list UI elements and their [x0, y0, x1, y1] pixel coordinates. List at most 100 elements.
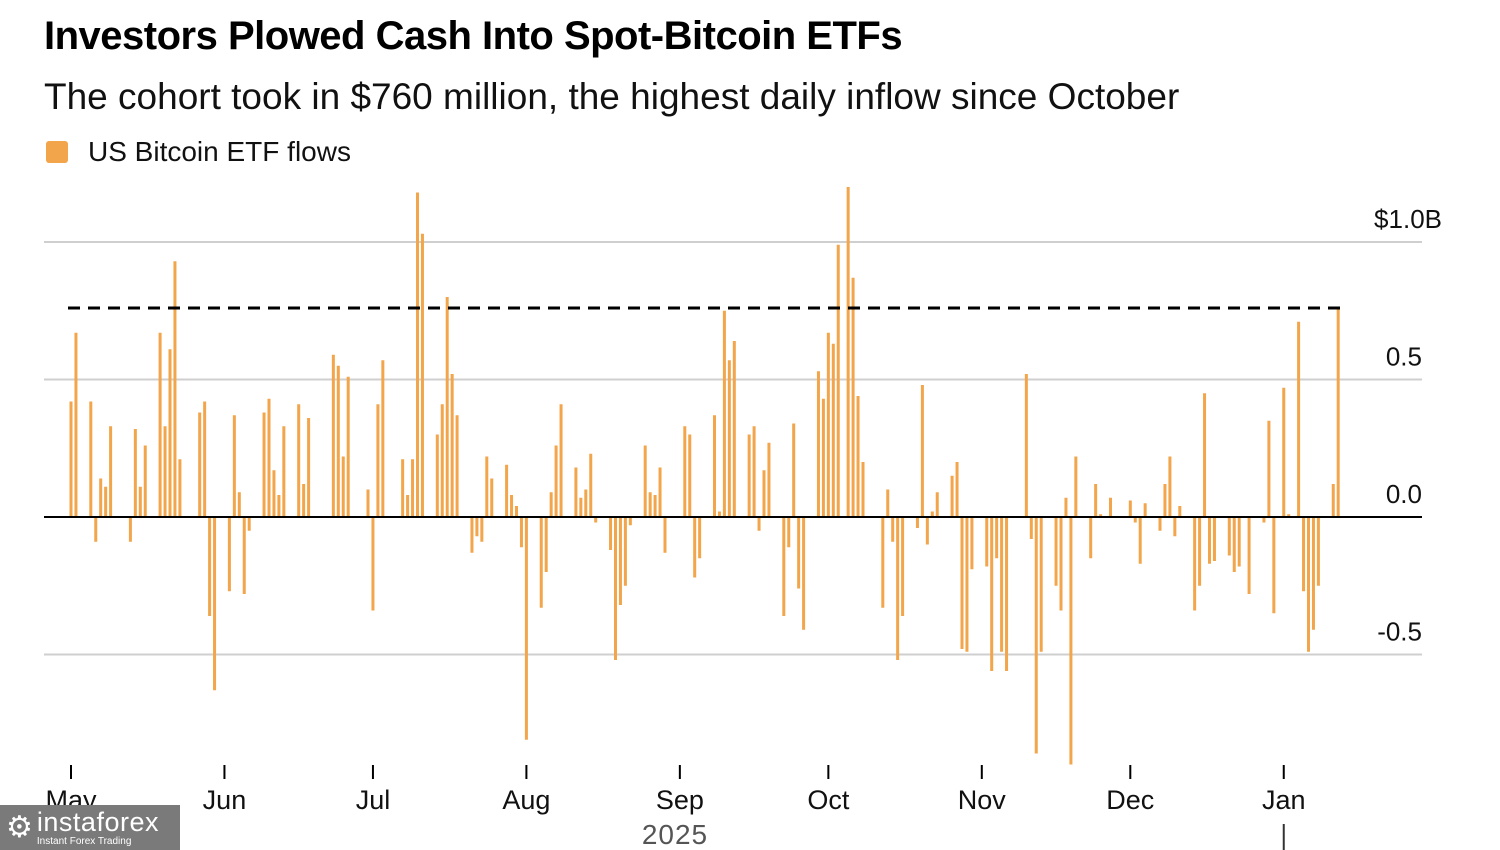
bar [1173, 517, 1177, 537]
bar [574, 467, 578, 517]
bar [1024, 374, 1028, 517]
bar [163, 426, 167, 517]
watermark: ⚙ instaforex Instant Forex Trading [0, 805, 180, 850]
bar [302, 484, 306, 517]
bar [440, 404, 444, 517]
bar [787, 517, 791, 548]
bar [138, 486, 142, 517]
bar [896, 517, 900, 660]
legend: US Bitcoin ETF flows [46, 136, 351, 168]
bar [505, 464, 509, 517]
bar [792, 423, 796, 517]
bar [480, 517, 484, 542]
y-tick-label: $1.0B [1374, 204, 1442, 234]
bar [1282, 387, 1286, 517]
bar [262, 412, 266, 517]
bar [227, 517, 231, 592]
bar [341, 456, 345, 517]
bar [1143, 503, 1147, 517]
bar [1064, 497, 1068, 517]
bar [970, 517, 974, 570]
bar [995, 517, 999, 559]
bar [955, 462, 959, 517]
bar [1198, 517, 1202, 586]
bar [178, 459, 182, 517]
bar [1237, 517, 1241, 567]
bar [802, 517, 806, 630]
bar [544, 517, 548, 572]
bar [539, 517, 543, 608]
bar [732, 341, 736, 517]
bar [1287, 514, 1291, 517]
bar [618, 517, 622, 605]
bar [109, 426, 113, 517]
bar [990, 517, 994, 671]
bar [960, 517, 964, 649]
bar [549, 492, 553, 517]
bar [1297, 321, 1301, 517]
bar [1178, 506, 1182, 517]
bar [475, 517, 479, 537]
bar [797, 517, 801, 589]
bar [886, 489, 890, 517]
bar [1272, 517, 1276, 614]
bar [762, 470, 766, 517]
bar [1109, 497, 1112, 517]
bar [282, 426, 286, 517]
bar [935, 492, 939, 517]
bar [381, 360, 385, 517]
bar [406, 495, 410, 517]
bar [623, 517, 627, 586]
bar [1054, 517, 1058, 586]
bar [915, 517, 919, 528]
bar [490, 478, 494, 517]
watermark-tagline: Instant Forex Trading [36, 835, 132, 847]
bar [1069, 517, 1073, 765]
bar [1034, 517, 1038, 754]
bar [99, 478, 103, 517]
bar [881, 517, 885, 608]
legend-swatch [46, 141, 68, 163]
bar [297, 404, 301, 517]
bar [208, 517, 212, 616]
bar [376, 404, 380, 517]
bar [104, 486, 108, 517]
bar [698, 517, 702, 559]
legend-label: US Bitcoin ETF flows [88, 136, 351, 167]
bar [277, 495, 281, 517]
bar [74, 332, 78, 517]
bar [856, 396, 860, 517]
bar [1168, 456, 1172, 517]
bar [89, 401, 93, 517]
watermark-brand: instaforex [36, 806, 159, 837]
bar [420, 233, 424, 517]
bar [1262, 517, 1266, 523]
bar [203, 401, 207, 517]
bar [965, 517, 969, 652]
bar [757, 517, 761, 531]
bar [1203, 393, 1207, 517]
bar [450, 374, 454, 517]
bar [594, 517, 598, 523]
bar [524, 517, 528, 740]
bar [411, 459, 415, 517]
bar [648, 492, 652, 517]
bar [1099, 514, 1103, 517]
bar [1089, 517, 1093, 559]
bar [554, 445, 558, 517]
bar [242, 517, 246, 594]
bar [846, 187, 850, 517]
chart-subtitle: The cohort took in $760 million, the hig… [44, 76, 1180, 117]
bar [589, 453, 593, 517]
x-tick-label: Jul [356, 785, 391, 815]
bar [237, 492, 241, 517]
bar [247, 517, 251, 531]
bar [331, 354, 335, 517]
bar [1059, 517, 1063, 611]
bar [1133, 517, 1137, 523]
year-label: 2025 [642, 819, 708, 850]
bars [44, 187, 1422, 765]
bar [628, 517, 632, 526]
bar [950, 475, 954, 517]
y-tick-label: 0.5 [1386, 342, 1422, 372]
